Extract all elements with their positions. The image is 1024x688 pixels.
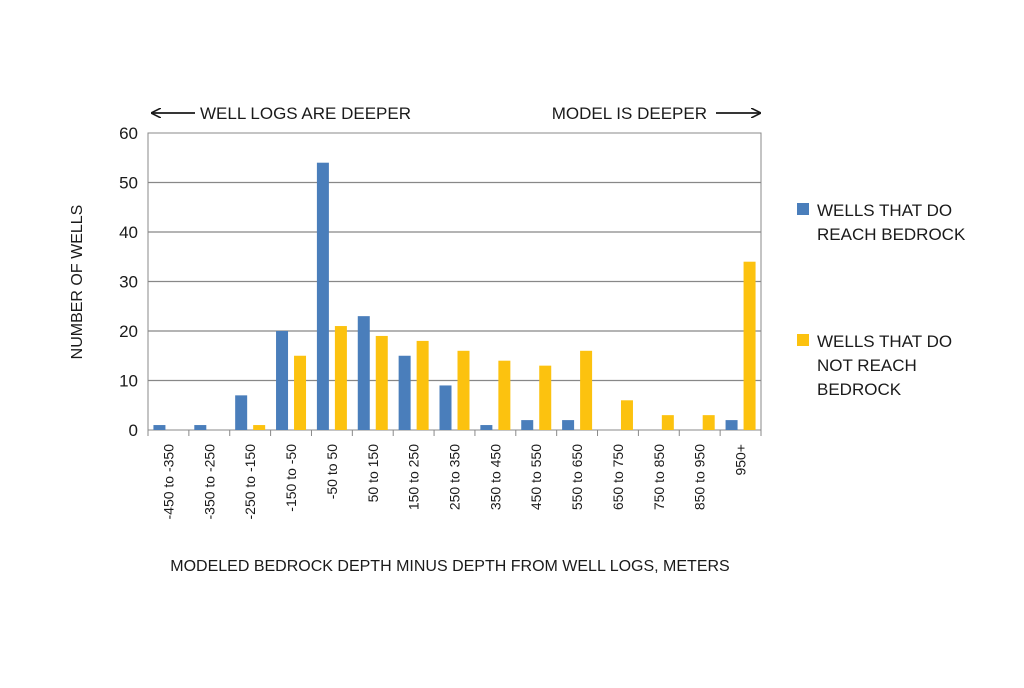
bar-reach-bedrock xyxy=(357,316,370,430)
bar-reach-bedrock xyxy=(398,355,411,430)
y-tick-label: 60 xyxy=(119,124,138,143)
left-annotation: WELL LOGS ARE DEEPER xyxy=(200,104,411,123)
bar-reach-bedrock xyxy=(194,425,207,430)
bar-not-reach-bedrock xyxy=(294,355,307,430)
x-tick-label: -350 to -250 xyxy=(201,444,217,520)
bar-not-reach-bedrock xyxy=(375,335,388,430)
x-tick-label: -50 to 50 xyxy=(324,444,340,499)
bar-not-reach-bedrock xyxy=(416,340,429,430)
legend-swatch-not-reach xyxy=(797,334,809,346)
x-tick-label: 750 to 850 xyxy=(651,444,667,510)
bar-not-reach-bedrock xyxy=(334,326,347,430)
bar-not-reach-bedrock xyxy=(580,350,593,430)
bar-not-reach-bedrock xyxy=(457,350,470,430)
bar-reach-bedrock xyxy=(235,395,248,430)
plot-area-border xyxy=(147,132,762,431)
x-tick-label: 450 to 550 xyxy=(528,444,544,510)
y-tick-label: 50 xyxy=(119,174,138,193)
legend-label-not-reach-line3: BEDROCK xyxy=(817,380,902,399)
bar-reach-bedrock xyxy=(725,420,738,430)
bar-not-reach-bedrock xyxy=(539,365,552,430)
legend-label-not-reach-line1: WELLS THAT DO xyxy=(817,332,952,351)
legend-label-reach-line2: REACH BEDROCK xyxy=(817,225,966,244)
y-axis-title: NUMBER OF WELLS xyxy=(69,205,86,360)
legend-swatch-reach xyxy=(797,203,809,215)
x-tick-label: -250 to -150 xyxy=(242,444,258,520)
bar-reach-bedrock xyxy=(276,331,289,430)
bars xyxy=(153,162,756,430)
x-tick-label: 950+ xyxy=(733,444,749,476)
bar-not-reach-bedrock xyxy=(661,415,674,430)
bar-not-reach-bedrock xyxy=(743,261,756,430)
x-axis-ticks: -450 to -350 -350 to -250 -250 to -150 -150… xyxy=(147,430,762,520)
right-annotation: MODEL IS DEEPER xyxy=(552,104,707,123)
x-tick-label: -150 to -50 xyxy=(283,444,299,512)
y-axis-ticks: 0 10 20 30 40 50 60 xyxy=(119,124,138,440)
bar-not-reach-bedrock xyxy=(498,360,511,430)
x-tick-label: 350 to 450 xyxy=(487,444,503,510)
y-tick-label: 10 xyxy=(119,372,138,391)
bar-reach-bedrock xyxy=(439,385,452,430)
bar-not-reach-bedrock xyxy=(620,400,633,430)
bar-not-reach-bedrock xyxy=(702,415,715,430)
x-tick-label: 850 to 950 xyxy=(692,444,708,510)
bar-reach-bedrock xyxy=(562,420,575,430)
x-tick-label: 650 to 750 xyxy=(610,444,626,510)
legend-label-reach-line1: WELLS THAT DO xyxy=(817,201,952,220)
x-axis-title: MODELED BEDROCK DEPTH MINUS DEPTH FROM W… xyxy=(170,558,729,575)
bar-reach-bedrock xyxy=(153,425,166,430)
x-tick-label: 550 to 650 xyxy=(569,444,585,510)
legend-label-not-reach-line2: NOT REACH xyxy=(817,356,917,375)
bar-reach-bedrock xyxy=(521,420,534,430)
bar-reach-bedrock xyxy=(316,162,329,430)
gridlines xyxy=(148,181,761,382)
x-tick-label: 250 to 350 xyxy=(447,444,463,510)
x-tick-label: 150 to 250 xyxy=(406,444,422,510)
bar-reach-bedrock xyxy=(480,425,493,430)
y-tick-label: 30 xyxy=(119,273,138,292)
y-tick-label: 20 xyxy=(119,322,138,341)
x-tick-label: 50 to 150 xyxy=(365,444,381,503)
y-tick-label: 40 xyxy=(119,223,138,242)
y-tick-label: 0 xyxy=(129,421,138,440)
x-tick-label: -450 to -350 xyxy=(160,444,176,520)
legend: WELLS THAT DO REACH BEDROCK WELLS THAT D… xyxy=(797,201,966,399)
bar-not-reach-bedrock xyxy=(253,425,266,430)
